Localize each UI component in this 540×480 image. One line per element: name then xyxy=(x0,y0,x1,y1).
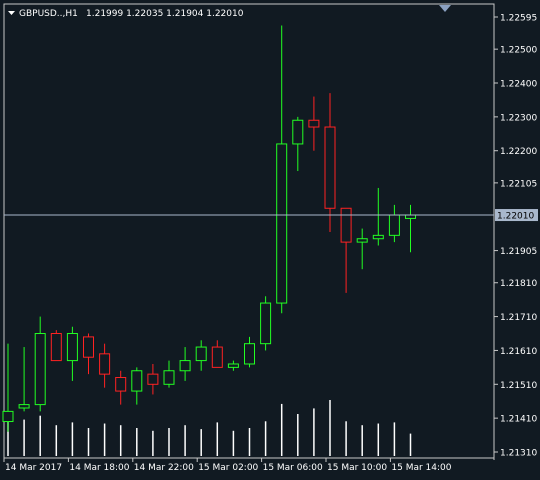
candle xyxy=(115,370,127,405)
candle xyxy=(18,347,30,412)
candle xyxy=(131,367,143,405)
candle xyxy=(99,343,111,388)
candle-body xyxy=(405,214,416,219)
time-tick-label: 14 Mar 22:00 xyxy=(134,463,194,473)
candle-body xyxy=(388,214,400,236)
candle-body xyxy=(66,333,78,362)
symbol-label: GBPUSD..,H1 xyxy=(19,9,78,19)
candle xyxy=(2,343,14,432)
candle xyxy=(308,96,320,151)
candle xyxy=(356,228,368,270)
price-tick-label: 1.21310 xyxy=(500,449,537,459)
price-tick-label: 1.21905 xyxy=(500,247,537,257)
candle-body xyxy=(50,333,62,362)
candle xyxy=(83,333,94,375)
candle-body xyxy=(18,404,30,409)
price-tick-label: 1.22595 xyxy=(500,14,537,24)
candle xyxy=(276,25,288,314)
candle xyxy=(34,316,46,412)
candle-body xyxy=(99,353,111,375)
candle-body xyxy=(356,238,368,243)
time-axis: 14 Mar 2017 14 Mar 18:00 14 Mar 22:00 15 Ma… xyxy=(3,458,452,473)
price-tick-label: 1.21710 xyxy=(500,313,537,323)
price-tick-label: 1.22300 xyxy=(500,113,537,123)
chart-header: GBPUSD..,H1 1.21999 1.22035 1.21904 1.22… xyxy=(8,9,244,19)
candle xyxy=(340,207,352,293)
price-tick-label: 1.21810 xyxy=(500,279,537,289)
candle-body xyxy=(372,234,384,240)
time-tick-label: 14 Mar 18:00 xyxy=(69,463,129,473)
price-tick-label: 1.21510 xyxy=(500,381,537,391)
shift-marker-icon[interactable] xyxy=(439,5,451,12)
candle xyxy=(372,187,384,246)
candle-body xyxy=(147,373,159,385)
candle-body xyxy=(131,370,143,392)
candle xyxy=(147,363,159,395)
candle xyxy=(244,336,255,368)
time-tick-label: 14 Mar 2017 xyxy=(5,463,62,473)
candle xyxy=(50,330,62,362)
time-tick-label: 15 Mar 10:00 xyxy=(327,463,387,473)
quote-values: 1.21999 1.22035 1.21904 1.22010 xyxy=(86,9,244,19)
candle xyxy=(324,93,336,232)
candle-body xyxy=(211,346,223,368)
price-axis: 1.22595 1.22500 1.22400 1.22300 1.22200 1.221… xyxy=(494,14,537,459)
time-tick-label: 15 Mar 06:00 xyxy=(263,463,323,473)
candle xyxy=(292,116,304,172)
triangle-down-icon[interactable] xyxy=(8,11,15,15)
candle-body xyxy=(2,410,14,423)
candle xyxy=(195,340,207,371)
time-tick-label: 15 Mar 02:00 xyxy=(198,463,258,473)
current-price-box xyxy=(495,209,538,222)
candle-body xyxy=(163,370,175,385)
price-tick-label: 1.22105 xyxy=(500,179,537,189)
price-tick-label: 1.22400 xyxy=(500,80,537,90)
candle-body xyxy=(276,143,288,304)
candle xyxy=(211,340,223,368)
current-price-text: 1.22010 xyxy=(497,212,534,222)
candle xyxy=(227,360,239,371)
candle-body xyxy=(324,126,336,209)
price-tick-label: 1.21610 xyxy=(500,347,537,357)
candle-body xyxy=(340,207,352,243)
time-tick-label: 15 Mar 14:00 xyxy=(391,463,451,473)
candle-body xyxy=(179,360,191,372)
candle-body xyxy=(195,346,207,362)
candles xyxy=(2,25,416,432)
candle-body xyxy=(260,302,272,345)
candle-body xyxy=(115,377,127,392)
candle-body xyxy=(308,119,320,128)
price-tick-label: 1.21410 xyxy=(500,415,537,425)
candle-body xyxy=(227,363,239,368)
current-price-label: 1.22010 xyxy=(495,209,538,222)
candle xyxy=(66,326,78,381)
candle xyxy=(179,347,191,381)
volume-bars xyxy=(7,400,412,456)
candle-body xyxy=(292,119,304,145)
candle-body xyxy=(34,333,46,406)
candle-body xyxy=(83,336,94,358)
price-tick-label: 1.22500 xyxy=(500,46,537,56)
price-tick-label: 1.22200 xyxy=(500,147,537,157)
candle-body xyxy=(244,343,255,365)
candle xyxy=(260,296,272,351)
candle xyxy=(163,360,175,388)
